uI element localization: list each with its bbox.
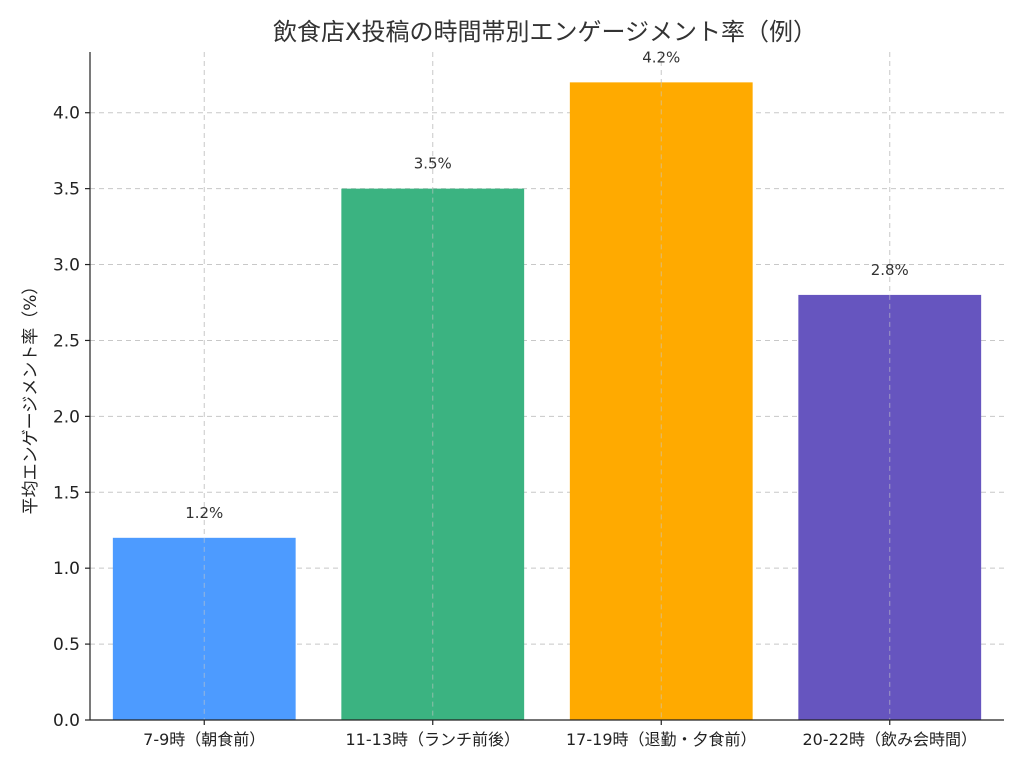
y-tick-label: 4.0 xyxy=(53,104,80,124)
x-tick-label: 11-13時（ランチ前後） xyxy=(346,730,521,749)
y-tick-label: 3.5 xyxy=(53,180,80,200)
x-tick-label: 20-22時（飲み会時間） xyxy=(803,730,978,749)
y-axis-label: 平均エンゲージメント率（%） xyxy=(21,278,41,515)
y-tick-label: 3.0 xyxy=(53,256,80,276)
y-tick-label: 1.0 xyxy=(53,559,80,579)
data-labels: 1.2% 3.5% 4.2% 2.8% xyxy=(185,48,909,521)
x-tick-label: 17-19時（退勤・夕食前） xyxy=(566,730,757,749)
data-label: 1.2% xyxy=(185,504,223,522)
y-tick-label: 1.5 xyxy=(53,483,80,503)
axes xyxy=(85,52,1004,725)
x-tick-labels: 7-9時（朝食前） 11-13時（ランチ前後） 17-19時（退勤・夕食前） 20-2… xyxy=(143,730,977,749)
data-label: 2.8% xyxy=(871,261,909,279)
y-tick-label: 2.0 xyxy=(53,407,80,427)
data-label: 4.2% xyxy=(642,48,680,66)
chart-title: 飲食店X投稿の時間帯別エンゲージメント率（例） xyxy=(273,18,817,46)
x-tick-label: 7-9時（朝食前） xyxy=(143,730,265,749)
y-tick-label: 0.5 xyxy=(53,635,80,655)
y-tick-labels: 0.0 0.5 1.0 1.5 2.0 2.5 3.0 3.5 4.0 xyxy=(53,104,80,731)
y-tick-label: 2.5 xyxy=(53,331,80,351)
data-label: 3.5% xyxy=(414,155,452,173)
bars xyxy=(112,82,982,721)
y-tick-label: 0.0 xyxy=(53,711,80,731)
